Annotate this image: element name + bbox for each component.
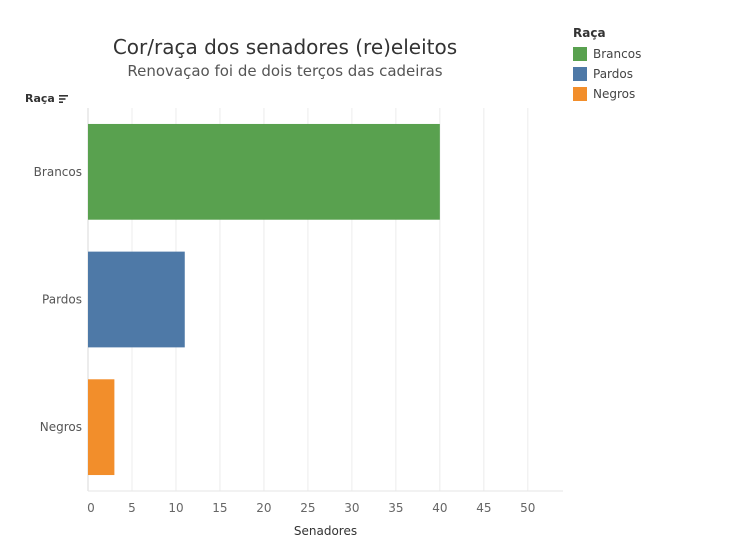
legend: Raça Brancos Pardos Negros — [573, 26, 641, 104]
y-axis-header[interactable]: Raça — [25, 92, 69, 105]
legend-swatch — [573, 87, 587, 101]
legend-item-brancos[interactable]: Brancos — [573, 44, 641, 64]
y-tick-label-pardos: Pardos — [42, 293, 82, 307]
chart-subtitle: Renovaçao foi de dois terços das cadeira… — [127, 62, 443, 80]
x-tick-label-40: 40 — [432, 501, 447, 515]
legend-item-negros[interactable]: Negros — [573, 84, 641, 104]
legend-label: Brancos — [593, 47, 642, 61]
legend-swatch — [573, 67, 587, 81]
x-tick-label-35: 35 — [388, 501, 403, 515]
y-tick-label-negros: Negros — [40, 420, 82, 434]
legend-title: Raça — [573, 26, 606, 40]
x-tick-label-45: 45 — [476, 501, 491, 515]
legend-item-pardos[interactable]: Pardos — [573, 64, 641, 84]
y-axis-title: Raça — [25, 92, 55, 105]
x-tick-label-15: 15 — [212, 501, 227, 515]
legend-label: Negros — [593, 87, 636, 101]
legend-label: Pardos — [593, 67, 633, 81]
bar-negros[interactable] — [88, 379, 115, 476]
x-tick-label-25: 25 — [300, 501, 315, 515]
sort-descending-icon[interactable] — [58, 94, 69, 104]
x-tick-label-20: 20 — [256, 501, 271, 515]
x-tick-label-0: 0 — [87, 501, 95, 515]
legend-swatch — [573, 47, 587, 61]
bar-pardos[interactable] — [88, 251, 185, 348]
x-axis-title: Senadores — [294, 524, 357, 538]
bar-brancos[interactable] — [88, 123, 440, 220]
y-tick-label-brancos: Brancos — [34, 165, 82, 179]
x-tick-label-30: 30 — [344, 501, 359, 515]
x-tick-label-50: 50 — [520, 501, 535, 515]
chart-title: Cor/raça dos senadores (re)eleitos — [112, 35, 458, 59]
x-tick-label-5: 5 — [128, 501, 136, 515]
x-tick-label-10: 10 — [168, 501, 183, 515]
